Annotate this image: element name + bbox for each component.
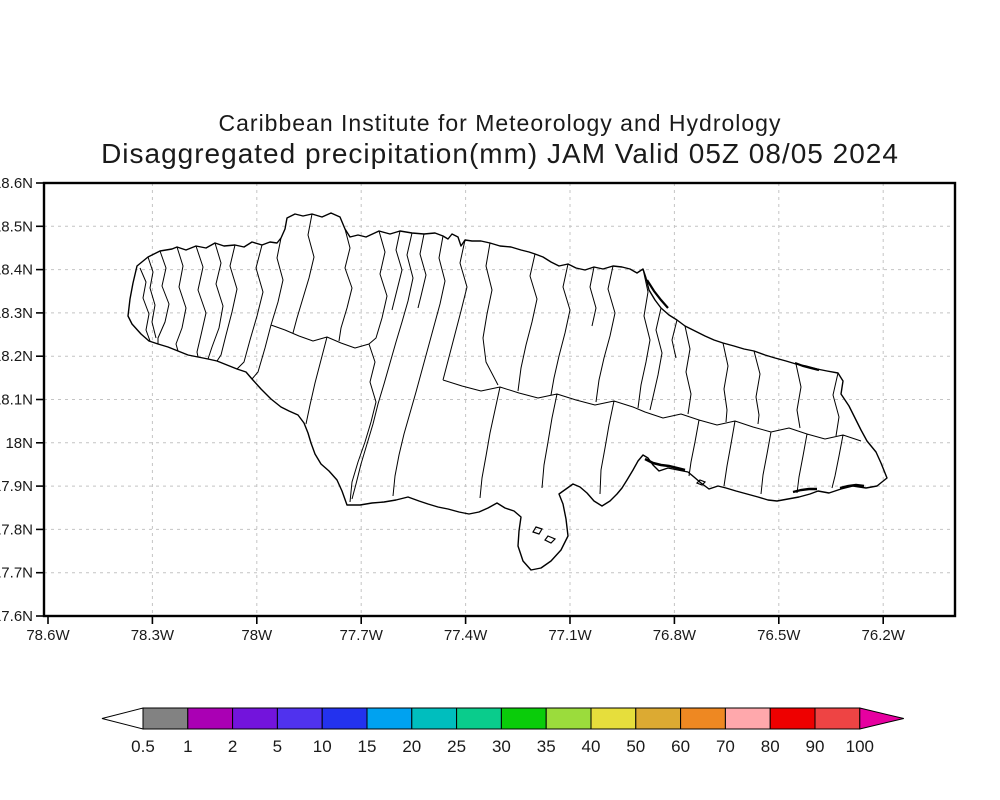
colorbar-legend: 0.5 1 2 5 10 15 20 25 30 35 40 50 60 70 80 90 100 xyxy=(101,707,904,756)
colorbar-segment xyxy=(545,707,592,730)
lat-tick-label: 18.4N xyxy=(0,262,33,279)
colorbar-segment xyxy=(769,707,816,730)
lon-tick-label: 76.8W xyxy=(653,627,697,644)
colorbar-tick-label: 70 xyxy=(716,737,735,756)
colorbar-tick-label: 20 xyxy=(402,737,421,756)
colorbar-tick-label: 35 xyxy=(537,737,556,756)
lat-tick-label: 18N xyxy=(5,435,33,452)
lon-tick-label: 76.5W xyxy=(757,627,801,644)
colorbar-tick-label: 100 xyxy=(846,737,874,756)
lat-tick-label: 18.3N xyxy=(0,305,33,322)
lat-tick-label: 17.6N xyxy=(0,608,33,625)
colorbar-segment xyxy=(680,707,726,730)
colorbar-segment xyxy=(232,707,278,730)
lat-tick-label: 18.2N xyxy=(0,348,33,365)
colorbar-segment xyxy=(590,707,637,730)
colorbar-segment xyxy=(814,707,861,730)
lat-tick-label: 18.5N xyxy=(0,218,33,235)
lat-tick-label: 18.6N xyxy=(0,175,33,192)
colorbar-segment xyxy=(724,707,771,730)
axis-labels: 18.6N 18.5N 18.4N 18.3N 18.2N 18.1N 18N 17.9N 17… xyxy=(0,175,906,644)
colorbar-segment xyxy=(276,707,323,730)
lat-tick-label: 17.9N xyxy=(0,478,33,495)
lon-tick-label: 78W xyxy=(241,627,273,644)
grid-lines xyxy=(44,183,955,616)
colorbar-tick-label: 90 xyxy=(806,737,825,756)
coastal-detail-morant xyxy=(792,483,865,494)
colorbar-segment xyxy=(366,707,413,730)
colorbar-tick-label: 5 xyxy=(273,737,282,756)
colorbar-segment xyxy=(500,707,547,730)
islets xyxy=(532,479,707,544)
colorbar-left-arrow xyxy=(101,707,144,730)
colorbar-tick-label: 15 xyxy=(358,737,377,756)
watershed-boundaries xyxy=(139,213,862,503)
lat-tick-label: 18.1N xyxy=(0,392,33,409)
colorbar-tick-label: 40 xyxy=(582,737,601,756)
lon-tick-label: 76.2W xyxy=(862,627,906,644)
colorbar-segment xyxy=(321,707,368,730)
lon-tick-label: 77.4W xyxy=(444,627,488,644)
coastal-detail-portantonio xyxy=(646,279,820,372)
colorbar-tick-label: 0.5 xyxy=(131,737,155,756)
lon-tick-label: 77.7W xyxy=(340,627,384,644)
colorbar-segment xyxy=(635,707,682,730)
lon-tick-label: 78.3W xyxy=(131,627,175,644)
colorbar-tick-label: 2 xyxy=(228,737,237,756)
page-subtitle: Disaggregated precipitation(mm) JAM Vali… xyxy=(101,138,899,169)
coastal-detail-palisadoes xyxy=(644,457,686,472)
colorbar-tick-label: 10 xyxy=(313,737,332,756)
colorbar-tick-label: 50 xyxy=(626,737,645,756)
colorbar-tick-label: 80 xyxy=(761,737,780,756)
colorbar-tick-label: 30 xyxy=(492,737,511,756)
colorbar-segment xyxy=(142,707,189,730)
lat-tick-label: 17.8N xyxy=(0,521,33,538)
colorbar-tick-label: 1 xyxy=(183,737,192,756)
lat-tick-label: 17.7N xyxy=(0,565,33,582)
jamaica-coastline xyxy=(127,212,888,571)
colorbar-segment xyxy=(187,707,234,730)
lon-tick-label: 77.1W xyxy=(548,627,592,644)
colorbar-segment xyxy=(411,707,458,730)
colorbar-tick-label: 60 xyxy=(671,737,690,756)
colorbar-segment xyxy=(456,707,502,730)
lon-tick-label: 78.6W xyxy=(26,627,70,644)
axis-ticks xyxy=(36,182,885,624)
colorbar-right-arrow xyxy=(859,707,904,730)
colorbar-tick-label: 25 xyxy=(447,737,466,756)
page-title: Caribbean Institute for Meteorology and … xyxy=(218,110,782,136)
